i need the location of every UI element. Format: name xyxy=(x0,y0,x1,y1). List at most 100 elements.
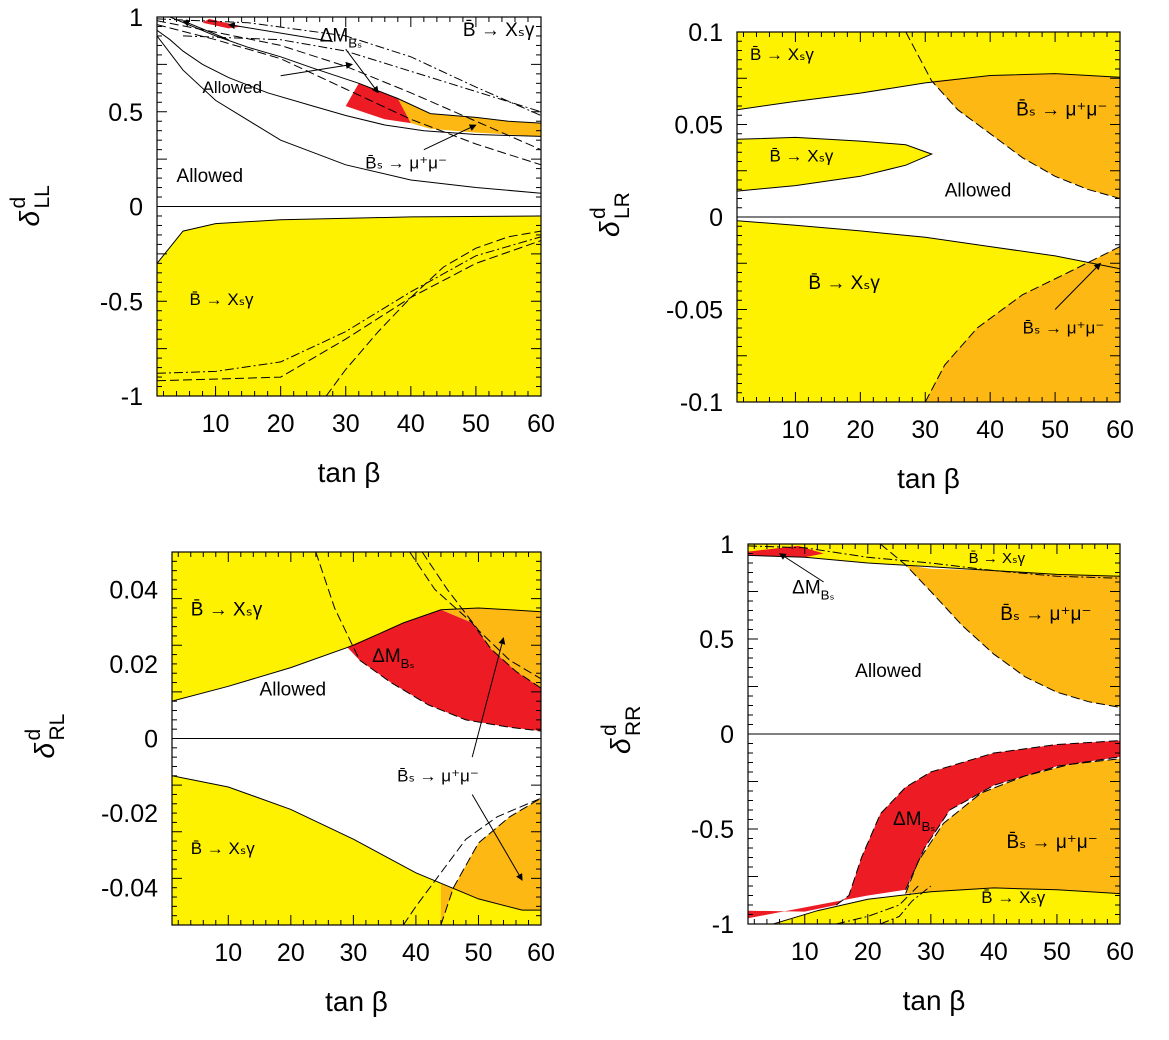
annotation-text: B̄ₛ → μ⁺μ⁻ xyxy=(1000,604,1091,625)
x-tick-label: 50 xyxy=(1041,416,1069,444)
annotation-label: B̄ → Xₛγ xyxy=(191,599,263,620)
x-tick-label: 40 xyxy=(980,938,1008,966)
curve-solid-0 xyxy=(172,607,541,702)
annotation-text: ΔM xyxy=(320,26,349,47)
x-tick-label: 40 xyxy=(402,939,430,967)
y-tick-label: 0 xyxy=(709,204,723,232)
annotation-label: B̄ → Xₛγ xyxy=(808,273,880,294)
x-tick-label: 10 xyxy=(202,410,230,438)
panel-delta-rl: 10 20 30 40 50 60 0.04 0.02 0 -0.02 -0.04 tan β δ RLd… xyxy=(22,551,555,1017)
x-tick-label: 10 xyxy=(214,939,242,967)
curve-dashed-5 xyxy=(157,24,541,166)
y-axis-label: δ LRd xyxy=(587,192,634,237)
curve-dashed-4 xyxy=(924,246,1120,402)
plot-area-rr xyxy=(748,544,1120,924)
x-tick-label: 50 xyxy=(1043,938,1071,966)
curve-dashed-4 xyxy=(421,552,541,680)
annotation-text: B̄ₛ → μ⁺μ⁻ xyxy=(365,154,447,173)
x-tick-label: 40 xyxy=(976,416,1004,444)
annotation-text: ΔM xyxy=(372,646,401,667)
y-tick-label: -0.05 xyxy=(666,297,723,325)
y-axis-label-symbol: δ xyxy=(29,743,60,759)
panel-delta-lr: 10 20 30 40 50 60 0.1 0.05 0 -0.05 -0.1 tan β δ LRd B̄… xyxy=(587,19,1134,494)
region-orange-1 xyxy=(440,608,541,689)
y-tick-label: 0.1 xyxy=(688,19,723,47)
curve-solid-2 xyxy=(169,17,541,124)
annotation-text: B̄ → Xₛγ xyxy=(191,839,255,858)
y-tick-label: -1 xyxy=(712,911,734,939)
region-yellow-0 xyxy=(157,216,541,396)
annotation-label: B̄ₛ → μ⁺μ⁻ xyxy=(1007,832,1098,853)
annotation-label: ΔMBₛ xyxy=(372,646,414,671)
annotation-label: B̄ₛ → μ⁺μ⁻ xyxy=(397,766,479,785)
y-axis-label: δ RRd xyxy=(598,706,645,754)
y-tick-label: 0 xyxy=(144,726,158,754)
annotation-label: ΔMBₛ xyxy=(320,26,362,51)
x-tick-label: 60 xyxy=(527,939,555,967)
y-tick-label: 0.5 xyxy=(108,99,143,127)
annotation-text: B̄ → Xₛγ xyxy=(750,45,814,64)
x-tick-label: 20 xyxy=(854,938,882,966)
panel-delta-rr: 10 20 30 40 50 60 1 0.5 0 -0.5 -1 tan β δ RRd B̄ → Xₛγ… xyxy=(598,531,1134,1016)
annotation-label: B̄ → Xₛγ xyxy=(969,550,1026,567)
curve-dashed-2 xyxy=(315,552,541,732)
region-orange-1 xyxy=(905,564,1120,708)
y-tick-label: -0.02 xyxy=(101,800,158,828)
curve-solid-6 xyxy=(773,887,1120,924)
curve-solid-1 xyxy=(172,775,541,911)
region-yellow-5 xyxy=(748,887,1120,924)
annotation-label: B̄ₛ → μ⁺μ⁻ xyxy=(1023,319,1105,338)
x-tick-label: 30 xyxy=(911,416,939,444)
y-axis-label-symbol: δ xyxy=(594,221,625,237)
x-tick-label: 60 xyxy=(1106,938,1134,966)
curve-dashdot-6 xyxy=(157,18,541,116)
curve-solid-0 xyxy=(157,35,541,194)
x-axis-label: tan β xyxy=(903,985,966,1016)
annotation-label: Allowed xyxy=(945,181,1012,202)
region-red-2 xyxy=(347,609,541,731)
x-tick-label: 60 xyxy=(1106,416,1134,444)
curve-dashdot-8 xyxy=(880,885,932,924)
region-orange-4 xyxy=(905,758,1120,894)
annotation-label: B̄ₛ → μ⁺μ⁻ xyxy=(1000,604,1091,625)
y-axis-label-sup: d xyxy=(598,724,621,736)
x-tick-label: 60 xyxy=(527,410,555,438)
x-tick-label: 30 xyxy=(339,939,367,967)
annotation-text: B̄ → Xₛγ xyxy=(769,147,833,166)
region-red-5 xyxy=(202,18,242,29)
annotation-label: Allowed xyxy=(260,680,327,701)
annotation-arrow xyxy=(778,553,824,583)
curve-dashed-6 xyxy=(440,797,541,925)
region-yellow-0 xyxy=(172,552,541,702)
y-tick-label: -0.04 xyxy=(101,875,158,903)
annotation-text: Allowed xyxy=(177,166,244,187)
curve-solid-1 xyxy=(157,215,541,264)
annotation-label: B̄ → Xₛγ xyxy=(463,20,535,41)
annotation-label: Allowed xyxy=(855,661,922,682)
curve-solid-2 xyxy=(737,220,1120,270)
curve-dashdot-8 xyxy=(157,236,541,374)
y-tick-label: -0.1 xyxy=(680,389,723,417)
y-tick-label: 0.5 xyxy=(699,626,734,654)
annotation-text: Allowed xyxy=(203,78,263,97)
annotation-text: Allowed xyxy=(945,181,1012,202)
annotation-label: Allowed xyxy=(177,166,244,187)
region-red-4 xyxy=(345,83,411,124)
x-tick-label: 30 xyxy=(917,938,945,966)
annotation-arrow xyxy=(471,794,523,881)
y-tick-label: 1 xyxy=(129,4,143,32)
annotation-label: Allowed xyxy=(203,78,263,97)
y-tick-label: 0 xyxy=(129,194,143,222)
region-orange-4 xyxy=(925,246,1120,402)
x-tick-label: 50 xyxy=(462,410,490,438)
x-axis-label: tan β xyxy=(897,463,960,494)
region-white-1 xyxy=(157,35,541,207)
x-tick-label: 10 xyxy=(791,938,819,966)
y-tick-label: 0.02 xyxy=(109,651,158,679)
annotation-label: B̄ₛ → μ⁺μ⁻ xyxy=(365,154,447,173)
curve-solid-1 xyxy=(737,136,934,192)
curve-dashed-3 xyxy=(905,32,1120,199)
x-axis-label: tan β xyxy=(325,986,388,1017)
annotation-subscript: Bₛ xyxy=(922,819,936,834)
annotation-text: B̄ₛ → μ⁺μ⁻ xyxy=(397,766,479,785)
